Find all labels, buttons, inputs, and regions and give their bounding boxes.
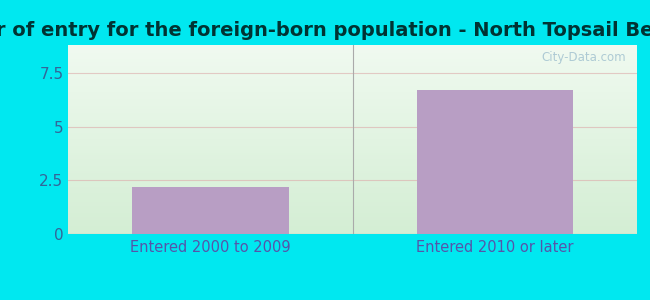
Text: Year of entry for the foreign-born population - North Topsail Beach: Year of entry for the foreign-born popul… xyxy=(0,21,650,40)
Text: City-Data.com: City-Data.com xyxy=(541,51,625,64)
Bar xyxy=(417,90,573,234)
Bar xyxy=(132,187,289,234)
